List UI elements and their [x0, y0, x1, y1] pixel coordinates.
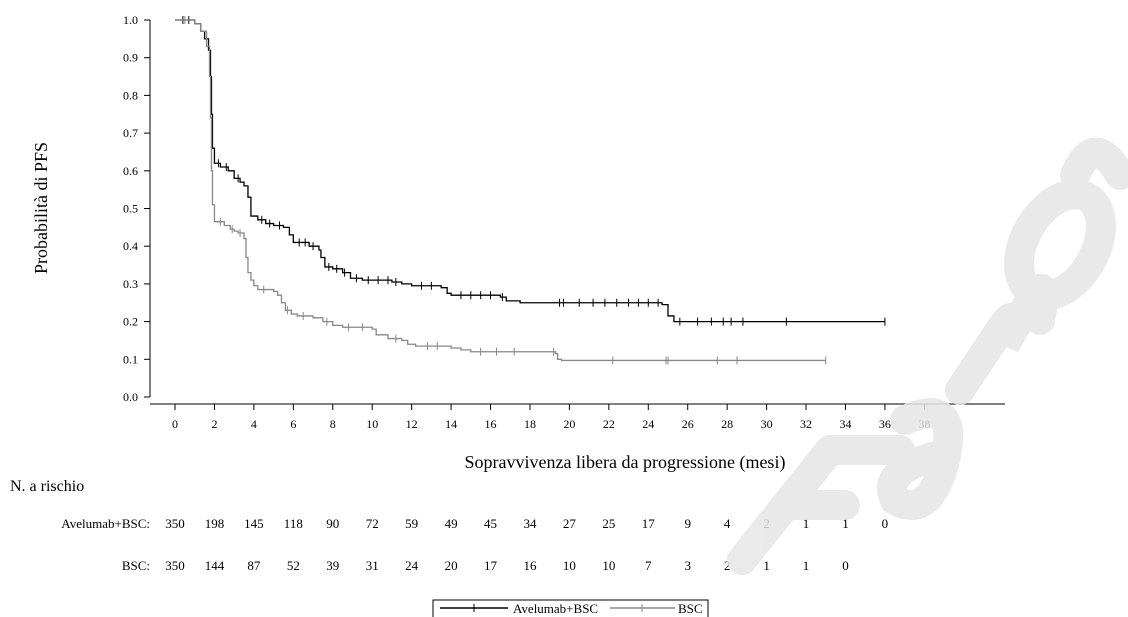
risk-value: 72 — [366, 516, 379, 531]
risk-value: 2 — [763, 516, 770, 531]
risk-value: 3 — [684, 558, 691, 573]
watermark-graphic — [727, 137, 1128, 575]
risk-value: 118 — [284, 516, 303, 531]
x-tick-label: 8 — [330, 417, 336, 431]
risk-value: 1 — [803, 558, 810, 573]
y-tick-label: 0.9 — [123, 51, 138, 65]
risk-value: 10 — [563, 558, 576, 573]
x-axis-label: Sopravvivenza libera da progressione (me… — [465, 452, 786, 473]
x-tick-label: 32 — [800, 417, 812, 431]
risk-value: 25 — [602, 516, 615, 531]
y-ticks: 0.0 0.1 0.2 0.3 0.4 0.5 0.6 0.7 0.8 0.9 1.0 — [123, 13, 150, 404]
risk-value: 49 — [445, 516, 458, 531]
x-tick-label: 38 — [918, 417, 930, 431]
y-tick-label: 0.2 — [123, 315, 138, 329]
x-tick-label: 36 — [879, 417, 891, 431]
y-tick-label: 0.7 — [123, 126, 138, 140]
x-ticks: 0 2 4 6 8 10 12 14 16 18 20 22 24 26 28 30 32 34 36 38 — [172, 404, 930, 431]
risk-value: 144 — [205, 558, 225, 573]
x-tick-label: 2 — [211, 417, 217, 431]
x-tick-label: 22 — [603, 417, 615, 431]
risk-row-label-bsc: BSC: — [122, 558, 150, 573]
y-tick-label: 0.3 — [123, 277, 138, 291]
risk-value: 0 — [842, 558, 849, 573]
risk-value: 4 — [724, 516, 731, 531]
x-tick-label: 18 — [524, 417, 536, 431]
x-tick-label: 24 — [642, 417, 654, 431]
y-axis-label: Probabilità di PFS — [31, 142, 51, 274]
risk-value: 31 — [366, 558, 379, 573]
risk-value: 350 — [165, 516, 185, 531]
legend-label-bsc: BSC — [678, 601, 703, 616]
risk-value: 52 — [287, 558, 300, 573]
risk-row-label-avelumab: Avelumab+BSC: — [61, 516, 150, 531]
risk-value: 198 — [205, 516, 225, 531]
y-tick-label: 0.0 — [123, 390, 138, 404]
y-tick-label: 0.4 — [123, 239, 138, 253]
risk-value: 2 — [724, 558, 731, 573]
risk-value: 1 — [803, 516, 810, 531]
x-tick-label: 34 — [839, 417, 851, 431]
series-line-avelumab-bsc — [175, 19, 885, 323]
y-tick-label: 0.8 — [123, 88, 138, 102]
series-layer — [175, 16, 886, 365]
risk-value: 17 — [484, 558, 498, 573]
risk-value: 17 — [642, 516, 656, 531]
y-tick-label: 0.6 — [123, 164, 138, 178]
y-tick-label: 1.0 — [123, 13, 138, 27]
risk-value: 1 — [842, 516, 849, 531]
risk-value: 90 — [326, 516, 339, 531]
x-tick-label: 20 — [563, 417, 575, 431]
risk-value: 45 — [484, 516, 497, 531]
risk-value: 350 — [165, 558, 185, 573]
risk-value: 145 — [244, 516, 264, 531]
risk-value: 10 — [602, 558, 615, 573]
risk-value: 27 — [563, 516, 577, 531]
x-tick-label: 28 — [721, 417, 733, 431]
y-tick-label: 0.1 — [123, 352, 138, 366]
risk-value: 16 — [523, 558, 537, 573]
risk-value: 59 — [405, 516, 418, 531]
x-tick-label: 14 — [445, 417, 457, 431]
risk-value: 20 — [445, 558, 458, 573]
x-tick-label: 0 — [172, 417, 178, 431]
risk-value: 87 — [247, 558, 261, 573]
x-tick-label: 16 — [485, 417, 497, 431]
x-tick-label: 26 — [682, 417, 694, 431]
y-tick-label: 0.5 — [123, 202, 138, 216]
risk-value: 1 — [763, 558, 770, 573]
risk-value: 34 — [523, 516, 537, 531]
series-line-bsc — [175, 19, 826, 362]
x-tick-label: 12 — [406, 417, 418, 431]
x-tick-label: 4 — [251, 417, 257, 431]
risk-value: 7 — [645, 558, 652, 573]
risk-value: 39 — [326, 558, 339, 573]
risk-value: 0 — [882, 516, 889, 531]
legend-label-avelumab: Avelumab+BSC — [513, 601, 598, 616]
x-tick-label: 30 — [761, 417, 773, 431]
risk-value: 24 — [405, 558, 419, 573]
risk-value: 9 — [684, 516, 691, 531]
legend-box — [432, 599, 709, 617]
risk-table-title: N. a rischio — [10, 478, 84, 495]
x-tick-label: 10 — [366, 417, 378, 431]
x-tick-label: 6 — [290, 417, 296, 431]
legend: Avelumab+BSC BSC — [432, 599, 709, 617]
